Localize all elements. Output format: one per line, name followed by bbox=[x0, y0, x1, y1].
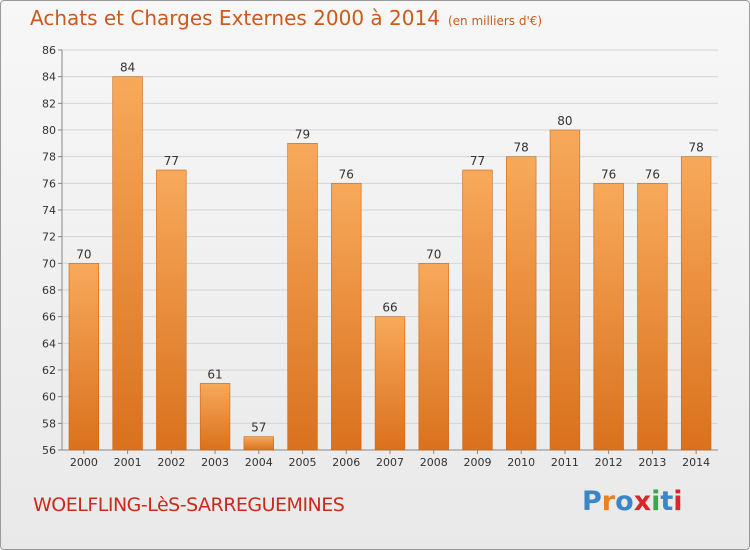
data-label: 76 bbox=[601, 167, 616, 181]
data-label: 76 bbox=[339, 167, 354, 181]
y-tick-label: 62 bbox=[42, 364, 56, 377]
chart-title: Achats et Charges Externes 2000 à 2014 (e… bbox=[30, 6, 542, 30]
x-tick-label: 2000 bbox=[70, 456, 98, 469]
bar bbox=[549, 129, 581, 451]
data-label: 79 bbox=[295, 127, 310, 141]
logo-letter: t bbox=[660, 486, 674, 517]
data-label: 61 bbox=[207, 367, 222, 381]
logo-letter: i bbox=[651, 486, 661, 517]
y-tick-label: 72 bbox=[42, 231, 56, 244]
bar bbox=[68, 263, 100, 451]
x-tick-label: 2003 bbox=[201, 456, 229, 469]
y-tick-label: 74 bbox=[42, 204, 56, 217]
y-tick-label: 70 bbox=[42, 257, 56, 270]
commune-name: WOELFLING-LèS-SARREGUEMINES bbox=[33, 494, 345, 516]
bar bbox=[506, 156, 537, 451]
data-label: 78 bbox=[688, 141, 703, 155]
proxiti-logo[interactable]: Proxiti bbox=[582, 486, 683, 517]
y-tick-label: 68 bbox=[42, 284, 56, 297]
y-tick-label: 78 bbox=[42, 151, 56, 164]
x-tick-label: 2008 bbox=[420, 456, 448, 469]
bar bbox=[374, 316, 406, 451]
x-tick-label: 2013 bbox=[638, 456, 666, 469]
x-tick-label: 2011 bbox=[551, 456, 579, 469]
logo-letter: P bbox=[582, 486, 602, 517]
bar bbox=[199, 383, 231, 451]
x-tick-label: 2009 bbox=[463, 456, 491, 469]
data-label: 70 bbox=[426, 247, 441, 261]
bar bbox=[112, 76, 143, 451]
chart-subtitle: (en milliers d'€) bbox=[447, 14, 543, 28]
x-tick-label: 2006 bbox=[332, 456, 360, 469]
data-label: 77 bbox=[470, 154, 485, 168]
bar bbox=[243, 436, 274, 451]
chart-title-text: Achats et Charges Externes 2000 à 2014 bbox=[30, 6, 440, 30]
x-tick-label: 2012 bbox=[595, 456, 623, 469]
logo-letter: o bbox=[615, 486, 634, 517]
bar bbox=[593, 183, 624, 451]
logo-letter: x bbox=[633, 486, 652, 517]
y-tick-label: 82 bbox=[42, 97, 56, 110]
bar bbox=[331, 183, 362, 451]
data-label: 77 bbox=[164, 154, 179, 168]
bar bbox=[637, 183, 668, 451]
logo-letter: r bbox=[601, 486, 616, 517]
y-tick-label: 56 bbox=[42, 444, 56, 457]
data-label: 80 bbox=[557, 114, 572, 128]
x-tick-label: 2001 bbox=[114, 456, 142, 469]
bar bbox=[680, 156, 712, 451]
x-tick-label: 2007 bbox=[376, 456, 404, 469]
bar bbox=[462, 169, 493, 451]
y-tick-label: 80 bbox=[42, 124, 56, 137]
x-tick-label: 2014 bbox=[682, 456, 710, 469]
x-tick-label: 2005 bbox=[289, 456, 317, 469]
data-label: 70 bbox=[76, 247, 91, 261]
y-tick-label: 84 bbox=[42, 71, 56, 84]
y-tick-label: 86 bbox=[42, 44, 56, 57]
data-label: 66 bbox=[382, 301, 397, 315]
logo-letter: i bbox=[673, 486, 683, 517]
bar bbox=[287, 143, 318, 451]
bar bbox=[418, 263, 449, 451]
y-tick-label: 66 bbox=[42, 311, 56, 324]
data-label: 76 bbox=[645, 167, 660, 181]
x-tick-label: 2010 bbox=[507, 456, 535, 469]
x-tick-label: 2004 bbox=[245, 456, 273, 469]
y-tick-label: 58 bbox=[42, 417, 56, 430]
y-tick-label: 64 bbox=[42, 337, 56, 350]
bar bbox=[156, 169, 187, 451]
y-tick-label: 60 bbox=[42, 391, 56, 404]
y-tick-label: 76 bbox=[42, 177, 56, 190]
data-label: 78 bbox=[514, 141, 529, 155]
data-label: 57 bbox=[251, 421, 266, 435]
data-label: 84 bbox=[120, 61, 135, 75]
x-tick-label: 2002 bbox=[157, 456, 185, 469]
